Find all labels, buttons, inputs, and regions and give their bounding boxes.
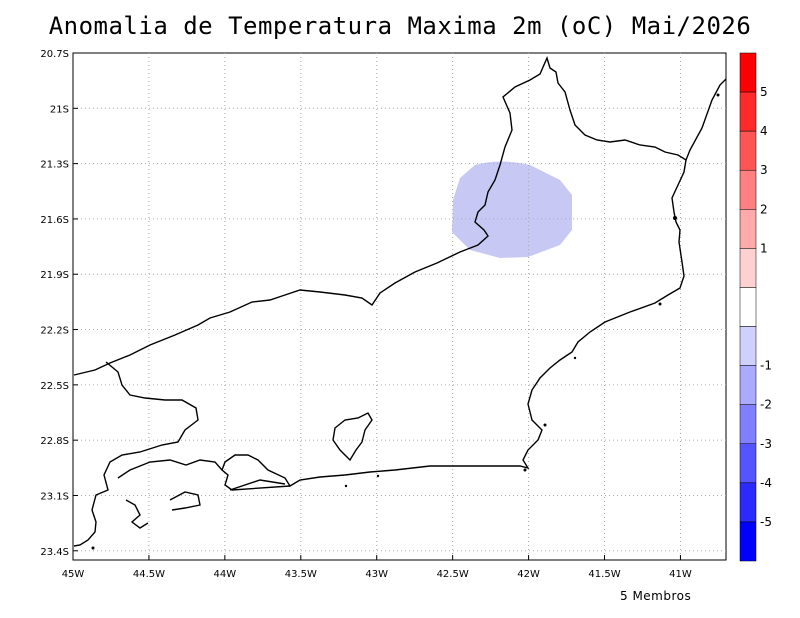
plot-frame bbox=[72, 52, 727, 561]
colorbar-label: -3 bbox=[760, 437, 772, 451]
members-note: 5 Membros bbox=[620, 589, 692, 603]
lat-tick-label: 21.9S bbox=[40, 270, 69, 281]
islands bbox=[91, 93, 720, 550]
colorbar-label: -1 bbox=[760, 359, 772, 373]
lon-tick-label: 42W bbox=[517, 569, 540, 580]
colorbar-label: -2 bbox=[760, 398, 772, 412]
colorbar-segment bbox=[739, 209, 757, 249]
colorbar-label: 1 bbox=[760, 241, 768, 255]
colorbar-segment bbox=[739, 482, 757, 523]
lat-tick-label: 21.3S bbox=[40, 160, 69, 171]
lon-tick-label: 44.5W bbox=[133, 569, 165, 580]
longitude-axis: 45W 44.5W 44W 43.5W 43W 42.5W 42W 41.5W 41W bbox=[62, 555, 692, 580]
colorbar-segment bbox=[739, 52, 757, 93]
latitude-axis: 20.7S 21S 21.3S 21.6S 21.9S 22.2S 22.5S 22.8S 23… bbox=[40, 49, 78, 558]
colorbar-segment bbox=[739, 443, 757, 484]
lon-tick-label: 43.5W bbox=[285, 569, 317, 580]
colorbar-segment bbox=[739, 91, 757, 132]
lon-tick-label: 41W bbox=[669, 569, 692, 580]
gridlines bbox=[73, 53, 726, 560]
lon-tick-label: 44W bbox=[214, 569, 237, 580]
colorbar-segment bbox=[739, 521, 757, 562]
lat-tick-label: 21S bbox=[50, 104, 69, 115]
colorbar-label: 4 bbox=[760, 124, 768, 138]
state-boundary-rj bbox=[73, 55, 727, 547]
lat-tick-label: 22.2S bbox=[40, 326, 69, 337]
lat-tick-label: 23.1S bbox=[40, 491, 69, 502]
colorbar-segment bbox=[739, 365, 757, 405]
lon-tick-label: 41.5W bbox=[588, 569, 620, 580]
colorbar-segment bbox=[739, 404, 757, 445]
lat-tick-label: 21.6S bbox=[40, 215, 69, 226]
colorbar-label: -5 bbox=[760, 515, 772, 529]
lon-tick-label: 43W bbox=[365, 569, 388, 580]
colorbar-segment bbox=[739, 248, 757, 288]
colorbar-label: 5 bbox=[760, 85, 768, 99]
lon-tick-label: 42.5W bbox=[437, 569, 469, 580]
colorbar-label: -4 bbox=[760, 476, 772, 490]
colorbar: -5 -4 -3 -2 -1 1 2 3 4 5 bbox=[739, 52, 772, 562]
colorbar-label: 2 bbox=[760, 202, 768, 216]
lat-tick-label: 20.7S bbox=[40, 49, 69, 60]
colorbar-segment bbox=[739, 287, 757, 327]
colorbar-segment bbox=[739, 326, 757, 366]
lon-tick-label: 45W bbox=[62, 569, 85, 580]
colorbar-label: 3 bbox=[760, 163, 768, 177]
lat-tick-label: 22.8S bbox=[40, 436, 69, 447]
colorbar-segment bbox=[739, 169, 757, 210]
lat-tick-label: 22.5S bbox=[40, 381, 69, 392]
lat-tick-label: 23.4S bbox=[40, 547, 69, 558]
temperature-anomaly-area bbox=[452, 161, 572, 258]
colorbar-segment bbox=[739, 130, 757, 171]
map-title: Anomalia de Temperatura Maxima 2m (oC) M… bbox=[48, 12, 752, 40]
